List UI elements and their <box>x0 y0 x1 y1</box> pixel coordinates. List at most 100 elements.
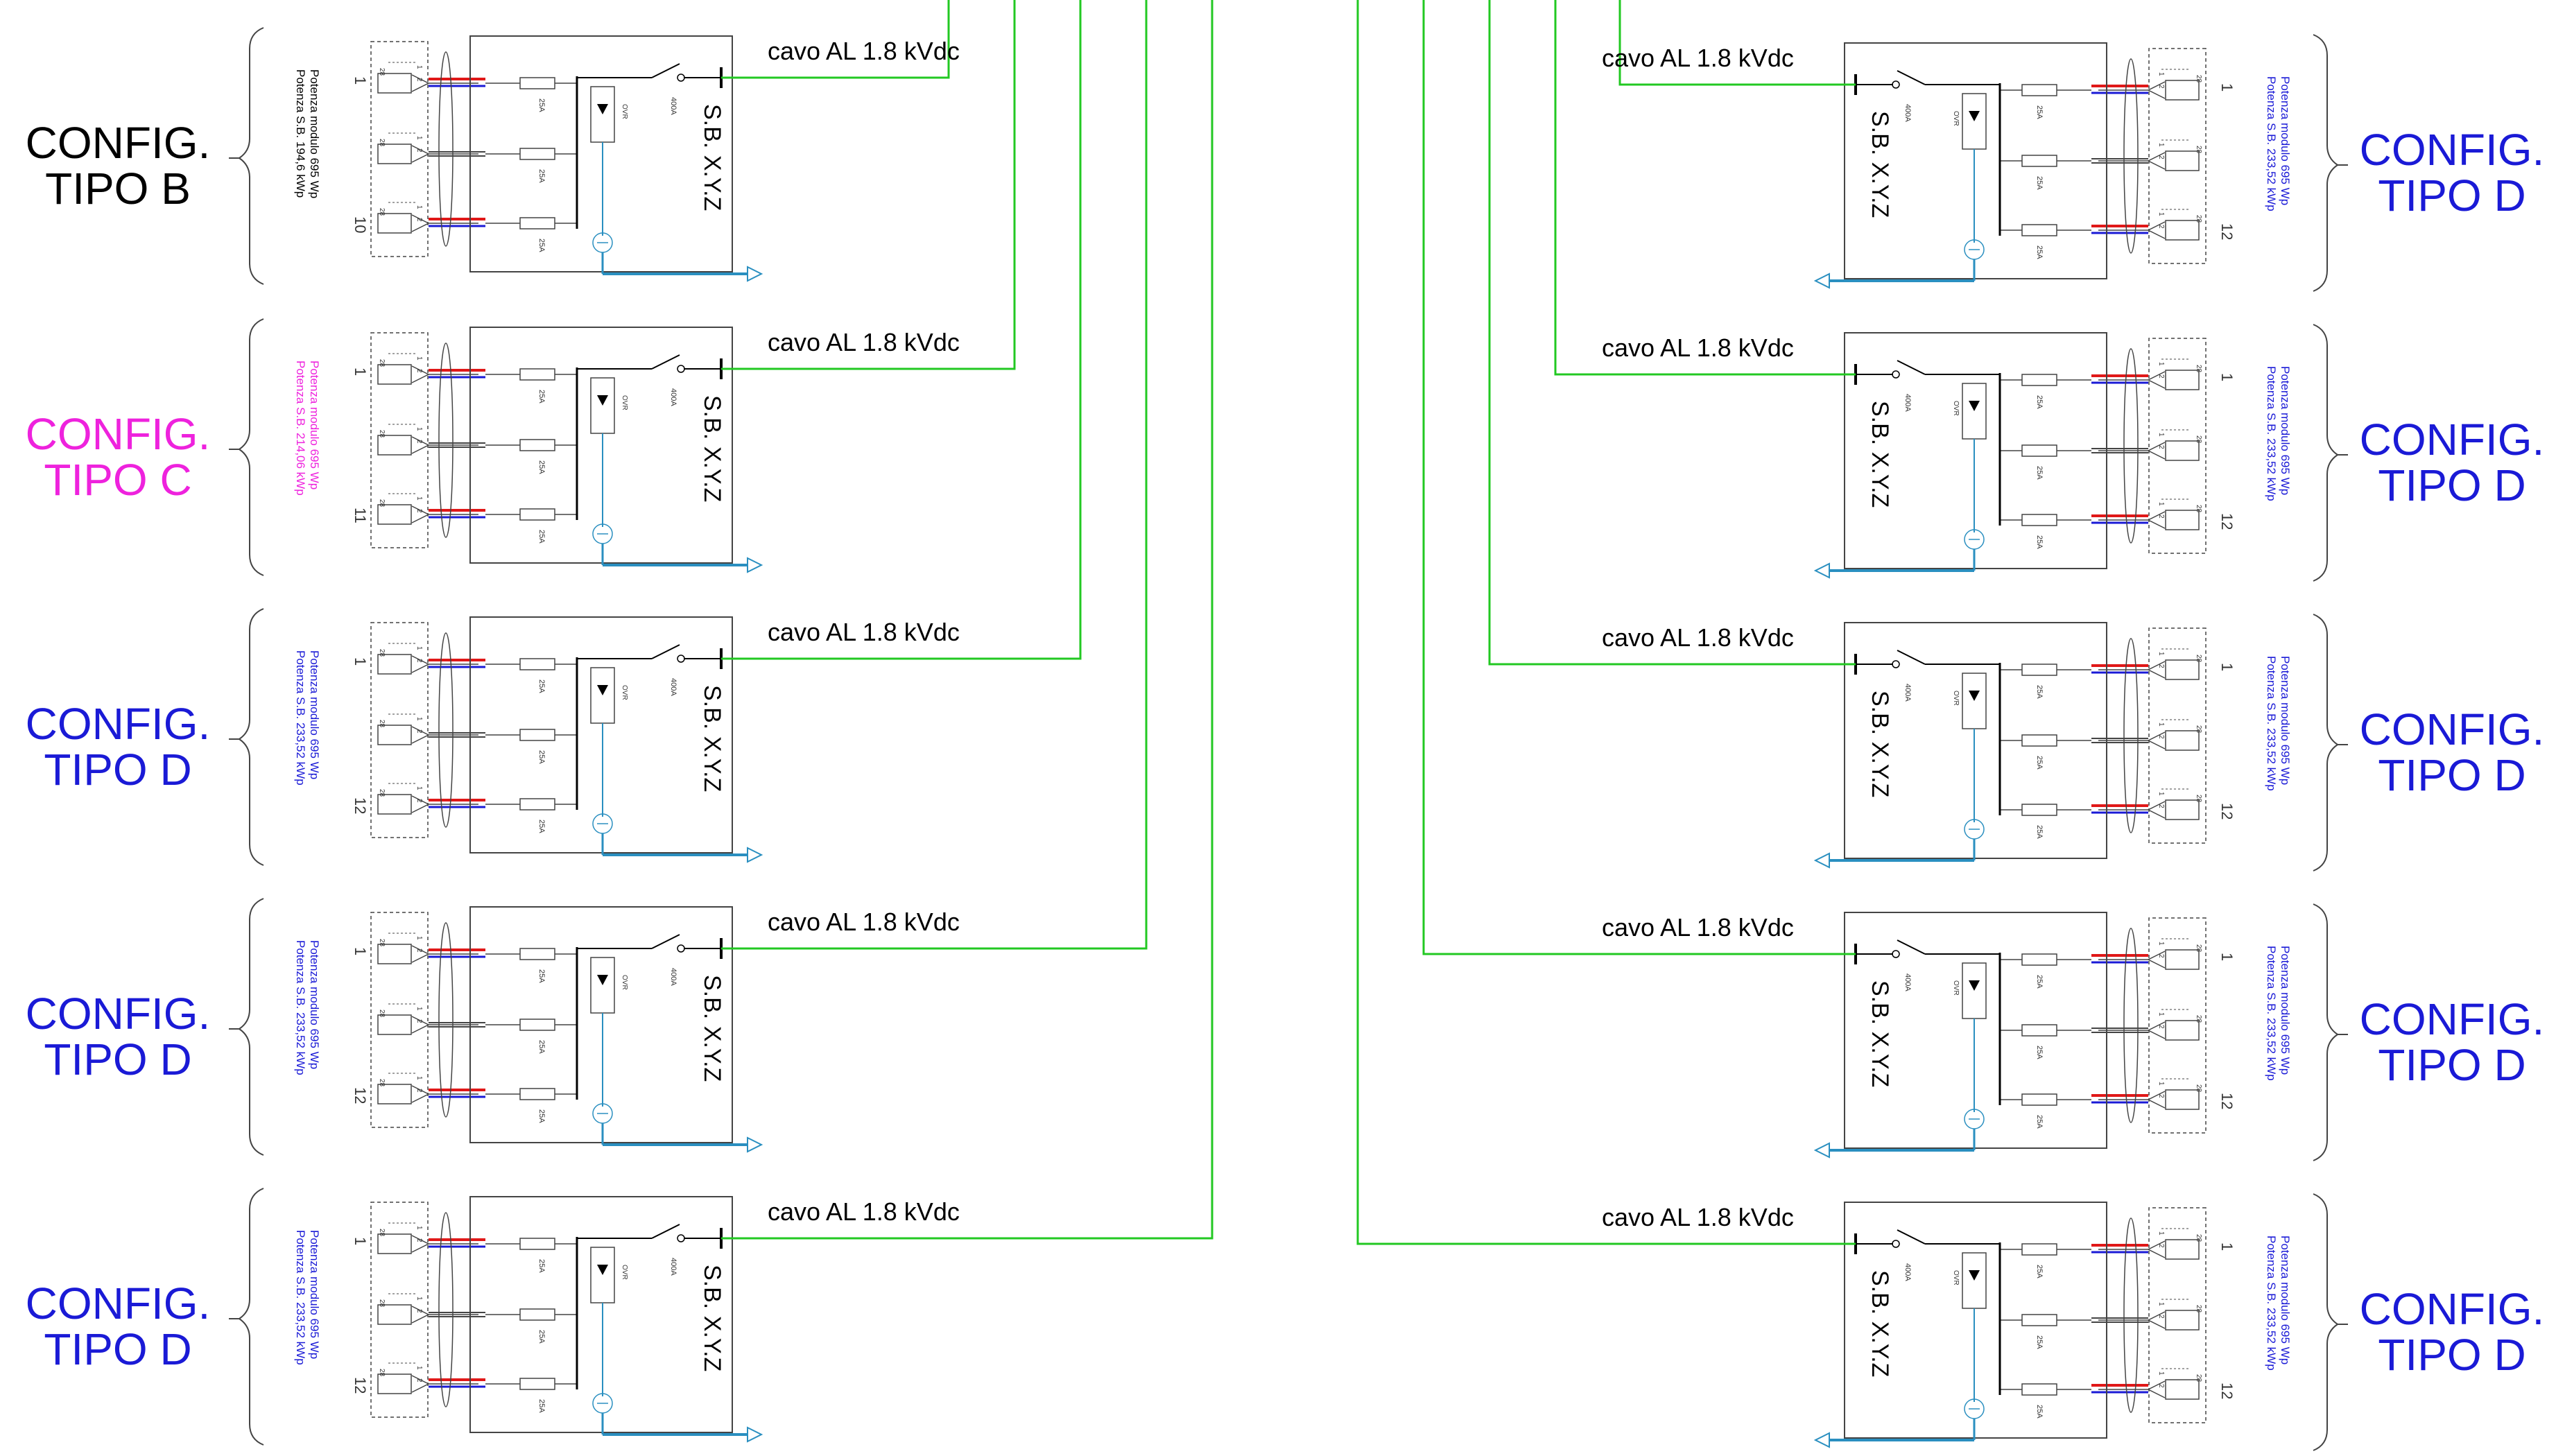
switch-contact-icon <box>677 73 685 82</box>
string-row: 28 1 2 25A <box>377 1293 577 1344</box>
box-power-label: Potenza S.B. 233,52 kWp <box>2265 656 2278 791</box>
fuse-icon <box>519 1378 555 1390</box>
config-type-line1: CONFIG. <box>26 118 211 168</box>
string-row: 28 1 2 25A <box>2000 499 2202 549</box>
fuse-icon <box>2021 953 2057 966</box>
switch-blade-icon <box>651 354 680 370</box>
string-combiner-frame <box>2148 917 2207 1134</box>
pv-module-icon <box>2165 1239 2200 1260</box>
string-mark-1: 1 <box>415 356 423 361</box>
last-string-number: 12 <box>352 797 369 814</box>
dc-cable-line <box>1422 0 1856 955</box>
spd-arrow-icon <box>1969 1270 1980 1281</box>
pv-module-icon <box>2165 150 2200 171</box>
string-mark-1: 1 <box>2157 72 2165 76</box>
string-mark-1: 1 <box>2157 433 2165 437</box>
string-mark-2: 2 <box>415 509 423 513</box>
box-power-label: Potenza S.B. 233,52 kWp <box>2265 366 2278 501</box>
spd-arrow-icon <box>597 975 608 985</box>
string-row: 28 1 2 25A <box>377 132 577 183</box>
pv-module-icon <box>377 213 412 234</box>
box-power-label: Potenza S.B. 233,52 kWp <box>2265 76 2278 211</box>
module-power-label: Potenza modulo 695 Wp <box>2279 656 2292 785</box>
pv-module-icon <box>377 1084 412 1104</box>
switch-blade-icon <box>651 934 680 949</box>
string-mark-1: 1 <box>415 205 423 209</box>
string-mark-1: 1 <box>415 646 423 650</box>
fuse-icon <box>519 798 555 811</box>
string-mark-1: 1 <box>415 496 423 501</box>
string-row: 28 1 2 25A <box>377 1362 577 1413</box>
ground-arrow-icon <box>747 1136 763 1153</box>
switch-rating: 400A <box>1903 1263 1912 1281</box>
spd-arrow-icon <box>597 1265 608 1275</box>
string-mark-1: 1 <box>415 1366 423 1370</box>
pv-module-icon <box>2165 799 2200 820</box>
box-power-label: Potenza S.B. 233,52 kWp <box>294 1230 307 1365</box>
cable-bundle-icon <box>438 343 454 538</box>
string-combiner-frame <box>2148 627 2207 844</box>
bracket-icon <box>2313 324 2339 582</box>
ground-arrow-icon <box>747 847 763 863</box>
config-type-line1: CONFIG. <box>2360 704 2545 754</box>
string-combiner-frame <box>370 332 429 548</box>
switch-rating: 400A <box>1903 973 1912 991</box>
string-mark-2: 2 <box>415 148 423 153</box>
fuse-rating: 25A <box>2035 1335 2044 1349</box>
string-row: 28 1 2 25A <box>2000 788 2202 839</box>
string-count: 28 <box>2195 1015 2202 1023</box>
config-type-line2: TIPO D <box>2378 750 2525 800</box>
string-mark-1: 1 <box>415 65 423 69</box>
cable-bundle-icon <box>438 51 454 247</box>
fuse-icon <box>2021 804 2057 816</box>
string-mark-2: 2 <box>2157 155 2165 159</box>
spd-arrow-icon <box>597 395 608 406</box>
fuse-icon <box>519 729 555 741</box>
bracket-icon <box>238 318 264 576</box>
module-power-label: Potenza modulo 695 Wp <box>308 650 321 779</box>
config-type-line2: TIPO D <box>2378 171 2525 220</box>
ground-arrow-icon <box>747 1426 763 1443</box>
string-count: 28 <box>378 939 386 947</box>
string-box-label: S.B. X.Y.Z <box>699 395 725 502</box>
string-row: 28 1 2 25A <box>2000 719 2202 770</box>
ground-arrow-icon <box>1813 562 1830 579</box>
switch-blade-icon <box>651 63 680 78</box>
string-mark-2: 2 <box>2157 735 2165 739</box>
string-row: 28 1 2 25A <box>2000 139 2202 190</box>
box-power-label: Potenza S.B. 233,52 kWp <box>294 940 307 1075</box>
string-row: 28 1 2 25A <box>377 353 577 404</box>
string-mark-1: 1 <box>2157 362 2165 366</box>
module-power-label: Potenza modulo 695 Wp <box>308 940 321 1069</box>
string-mark-1: 1 <box>415 1226 423 1230</box>
string-row: 28 1 2 25A <box>2000 429 2202 480</box>
module-power-label: Potenza modulo 695 Wp <box>2279 946 2292 1075</box>
fuse-icon <box>2021 514 2057 526</box>
fuse-rating: 25A <box>2035 176 2044 190</box>
pv-module-icon <box>2165 370 2200 390</box>
fuse-rating: 25A <box>2035 105 2044 119</box>
fuse-icon <box>519 948 555 960</box>
fuse-icon <box>2021 155 2057 167</box>
string-box-enclosure <box>1844 1202 2107 1439</box>
config-type-line2: TIPO D <box>44 1034 191 1084</box>
spd-label: OVR <box>621 395 628 410</box>
switch-rating: 400A <box>669 388 677 406</box>
string-mark-2: 2 <box>2157 1025 2165 1029</box>
pv-module-icon <box>377 435 412 456</box>
string-count: 28 <box>378 208 386 216</box>
switch-contact-icon <box>677 655 685 663</box>
string-row: 28 1 2 25A <box>377 202 577 252</box>
pv-module-icon <box>2165 80 2200 101</box>
string-mark-2: 2 <box>2157 1384 2165 1388</box>
cable-bundle-icon <box>438 632 454 828</box>
string-count: 28 <box>378 649 386 657</box>
switch-contact-icon <box>1892 660 1900 668</box>
string-mark-2: 2 <box>2157 85 2165 89</box>
fuse-rating: 25A <box>2035 975 2044 989</box>
last-string-number: 10 <box>352 216 369 233</box>
